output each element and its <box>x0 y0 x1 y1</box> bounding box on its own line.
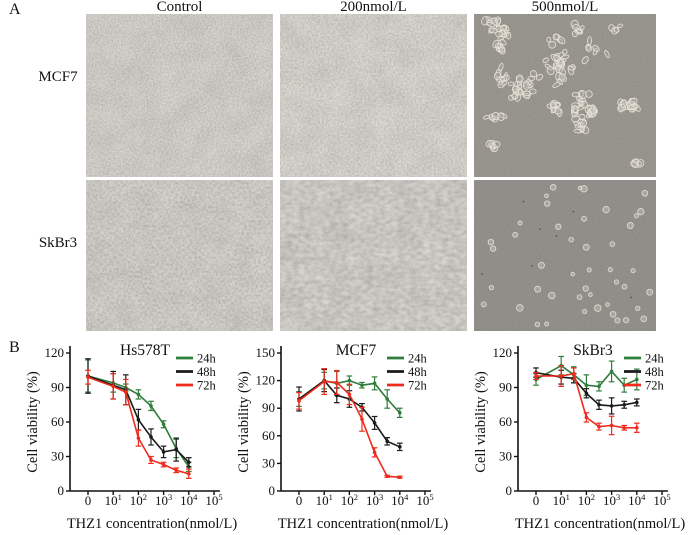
legend-label-48h: 48h <box>645 365 665 379</box>
svg-text:0: 0 <box>296 493 303 508</box>
legend-label-48h: 48h <box>408 365 428 379</box>
chart-title: MCF7 <box>336 342 377 359</box>
chart-title: SkBr3 <box>573 342 613 359</box>
series-48h <box>85 358 192 468</box>
panel-a-label: A <box>9 1 21 18</box>
y-axis: 0 30 60 90 120 <box>493 345 518 498</box>
legend-label-24h: 24h <box>645 352 665 366</box>
row-label-skbr3: SkBr3 <box>38 235 78 251</box>
svg-text:101: 101 <box>316 492 333 508</box>
svg-text:0: 0 <box>269 483 276 498</box>
axes <box>517 346 668 492</box>
column-header-control: Control <box>156 0 203 15</box>
svg-text:103: 103 <box>155 492 172 508</box>
x-axis-label: THZ1 concentration(nmol/L) <box>515 516 685 532</box>
svg-text:0: 0 <box>533 493 540 508</box>
svg-text:104: 104 <box>180 492 198 508</box>
svg-text:102: 102 <box>130 492 147 508</box>
svg-text:104: 104 <box>391 492 409 508</box>
svg-text:120: 120 <box>493 345 513 360</box>
legend-label-24h: 24h <box>197 352 217 366</box>
svg-text:30: 30 <box>499 449 512 464</box>
micrograph-skbr3-500nmol <box>474 180 656 331</box>
svg-text:105: 105 <box>653 492 670 508</box>
legend-label-48h: 48h <box>197 365 217 379</box>
chart-title: Hs578T <box>120 342 170 359</box>
micrograph-skbr3-200nmol <box>280 180 467 331</box>
column-header-200nmol: 200nmol/L <box>340 0 407 15</box>
svg-text:60: 60 <box>262 428 275 443</box>
column-header-500nmol: 500nmol/L <box>531 0 599 15</box>
row-label-mcf7: MCF7 <box>38 69 78 85</box>
legend-label-72h: 72h <box>197 379 217 393</box>
series-72h <box>296 368 403 479</box>
chart-skbr3: SkBr3 0 30 60 90 120 0 101 102 103 104 105 THZ1 conc… <box>474 342 685 532</box>
y-axis: 0 30 60 90 120 <box>45 345 70 498</box>
x-axis: 0 101 102 103 104 105 <box>85 491 223 508</box>
y-axis-label: Cell viability (%) <box>26 371 41 473</box>
series-72h <box>533 365 640 436</box>
svg-text:150: 150 <box>256 345 276 360</box>
svg-text:120: 120 <box>45 345 65 360</box>
y-axis-label: Cell viability (%) <box>237 371 252 473</box>
svg-text:104: 104 <box>628 492 646 508</box>
svg-text:102: 102 <box>578 492 595 508</box>
axes <box>69 346 220 492</box>
svg-text:0: 0 <box>85 493 92 508</box>
x-axis: 0 101 102 103 104 105 <box>296 491 434 508</box>
micrograph-mcf7-500nmol <box>474 14 656 177</box>
series-72h <box>85 369 192 479</box>
chart-mcf7: MCF7 0 30 60 90 120 150 0 101 102 103 104 105 THZ1 co… <box>237 342 448 532</box>
legend-label-72h: 72h <box>645 379 665 393</box>
y-axis-label: Cell viability (%) <box>474 371 489 473</box>
svg-text:101: 101 <box>105 492 122 508</box>
legend-label-24h: 24h <box>408 352 428 366</box>
svg-text:60: 60 <box>51 414 64 429</box>
axes <box>280 346 431 492</box>
x-axis-label: THZ1 concentration(nmol/L) <box>67 516 237 532</box>
svg-text:120: 120 <box>256 373 276 388</box>
svg-text:90: 90 <box>262 400 275 415</box>
svg-text:101: 101 <box>553 492 570 508</box>
svg-text:103: 103 <box>366 492 383 508</box>
svg-text:90: 90 <box>51 380 64 395</box>
svg-text:90: 90 <box>499 380 512 395</box>
micrograph-mcf7-control <box>86 14 273 177</box>
panel-b-label: B <box>9 339 20 356</box>
micrograph-skbr3-control <box>86 180 273 331</box>
svg-text:105: 105 <box>416 492 433 508</box>
micrograph-mcf7-200nmol <box>280 14 467 177</box>
svg-text:105: 105 <box>205 492 222 508</box>
svg-text:0: 0 <box>58 483 65 498</box>
x-axis-label: THZ1 concentration(nmol/L) <box>278 516 448 532</box>
svg-text:30: 30 <box>262 455 275 470</box>
x-axis: 0 101 102 103 104 105 <box>533 491 671 508</box>
svg-text:103: 103 <box>603 492 620 508</box>
svg-text:0: 0 <box>506 483 513 498</box>
svg-text:60: 60 <box>499 414 512 429</box>
legend-label-72h: 72h <box>408 379 428 393</box>
svg-text:30: 30 <box>51 449 64 464</box>
y-axis: 0 30 60 90 120 150 <box>256 345 281 498</box>
svg-text:102: 102 <box>341 492 358 508</box>
chart-hs578t: Hs578T 0 30 60 90 120 0 101 102 103 104 105 THZ1 con… <box>26 342 237 532</box>
